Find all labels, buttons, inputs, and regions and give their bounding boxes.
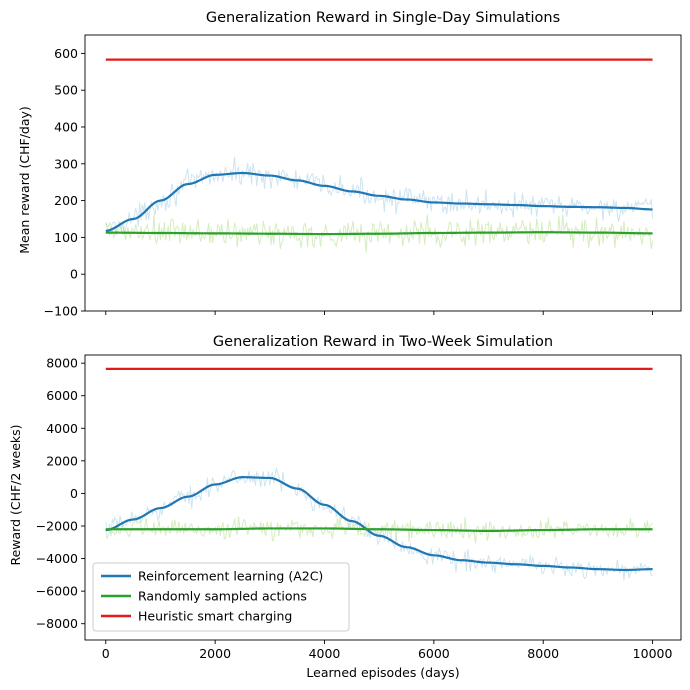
y-axis-label: Mean reward (CHF/day) (17, 106, 32, 254)
plot-frame (84, 34, 682, 312)
y-tick-label: 500 (54, 83, 78, 98)
series-line-rl (105, 476, 653, 572)
y-tick-label: 200 (54, 193, 78, 208)
y-tick-label: 100 (54, 230, 78, 245)
legend-box (92, 562, 350, 632)
legend-item-rl: Reinforcement learning (A2C) (101, 569, 323, 584)
series-line-random (105, 527, 653, 532)
series-line-rl (105, 171, 653, 232)
y-axis-label: Reward (CHF/2 weeks) (8, 424, 23, 565)
y-tick-label: 4000 (46, 421, 78, 436)
raw-series-layer (105, 466, 653, 581)
y-tick-label: −8000 (36, 616, 78, 631)
legend-label: Reinforcement learning (A2C) (138, 569, 323, 584)
legend-item-heuristic: Heuristic smart charging (101, 609, 292, 624)
x-axis-label: Learned episodes (days) (306, 665, 459, 680)
y-tick-label: −4000 (36, 551, 78, 566)
chart-title: Generalization Reward in Single-Day Simu… (206, 10, 560, 26)
x-tick-label: 8000 (527, 646, 559, 661)
x-tick-label: 10000 (633, 646, 673, 661)
y-tick-label: 400 (54, 120, 78, 135)
legend-label: Randomly sampled actions (138, 589, 307, 604)
y-tick-label: −6000 (36, 584, 78, 599)
smoothed-series-layer (105, 58, 653, 236)
plot-frame (84, 354, 682, 641)
y-tick-label: 600 (54, 46, 78, 61)
y-tick-label: −2000 (36, 519, 78, 534)
series-line-random (105, 231, 653, 236)
x-axis-ticks: 0 2000 4000 6000 8000 10000 (102, 640, 673, 661)
raw-line-rl (105, 466, 653, 581)
x-tick-label: 2000 (199, 646, 231, 661)
y-tick-label: 6000 (46, 388, 78, 403)
y-tick-label: 8000 (46, 356, 78, 371)
y-tick-label: 0 (70, 267, 78, 282)
y-tick-label: 0 (70, 486, 78, 501)
y-tick-label: −100 (44, 304, 78, 319)
y-axis-ticks: −8000 −6000 −4000 −2000 0 2000 4000 6000 8000 (36, 356, 85, 631)
smoothed-series-layer (105, 367, 653, 572)
raw-line-rl (105, 156, 654, 237)
x-tick-label: 0 (102, 646, 110, 661)
chart-title: Generalization Reward in Two-Week Simula… (213, 334, 553, 350)
raw-line-random (105, 516, 653, 544)
legend: Reinforcement learning (A2C) Randomly sa… (92, 562, 350, 632)
single-day-panel: Generalization Reward in Single-Day Simu… (17, 10, 682, 319)
x-tick-label: 6000 (418, 646, 450, 661)
raw-series-layer (105, 156, 654, 253)
y-tick-label: 300 (54, 156, 78, 171)
x-axis-ticks (105, 311, 654, 315)
legend-item-random: Randomly sampled actions (101, 589, 307, 604)
y-axis-ticks: −100 0 100 200 300 400 500 600 (44, 46, 85, 319)
y-tick-label: 2000 (46, 453, 78, 468)
two-week-panel: Generalization Reward in Two-Week Simula… (8, 334, 682, 680)
legend-label: Heuristic smart charging (138, 609, 292, 624)
x-tick-label: 4000 (309, 646, 341, 661)
